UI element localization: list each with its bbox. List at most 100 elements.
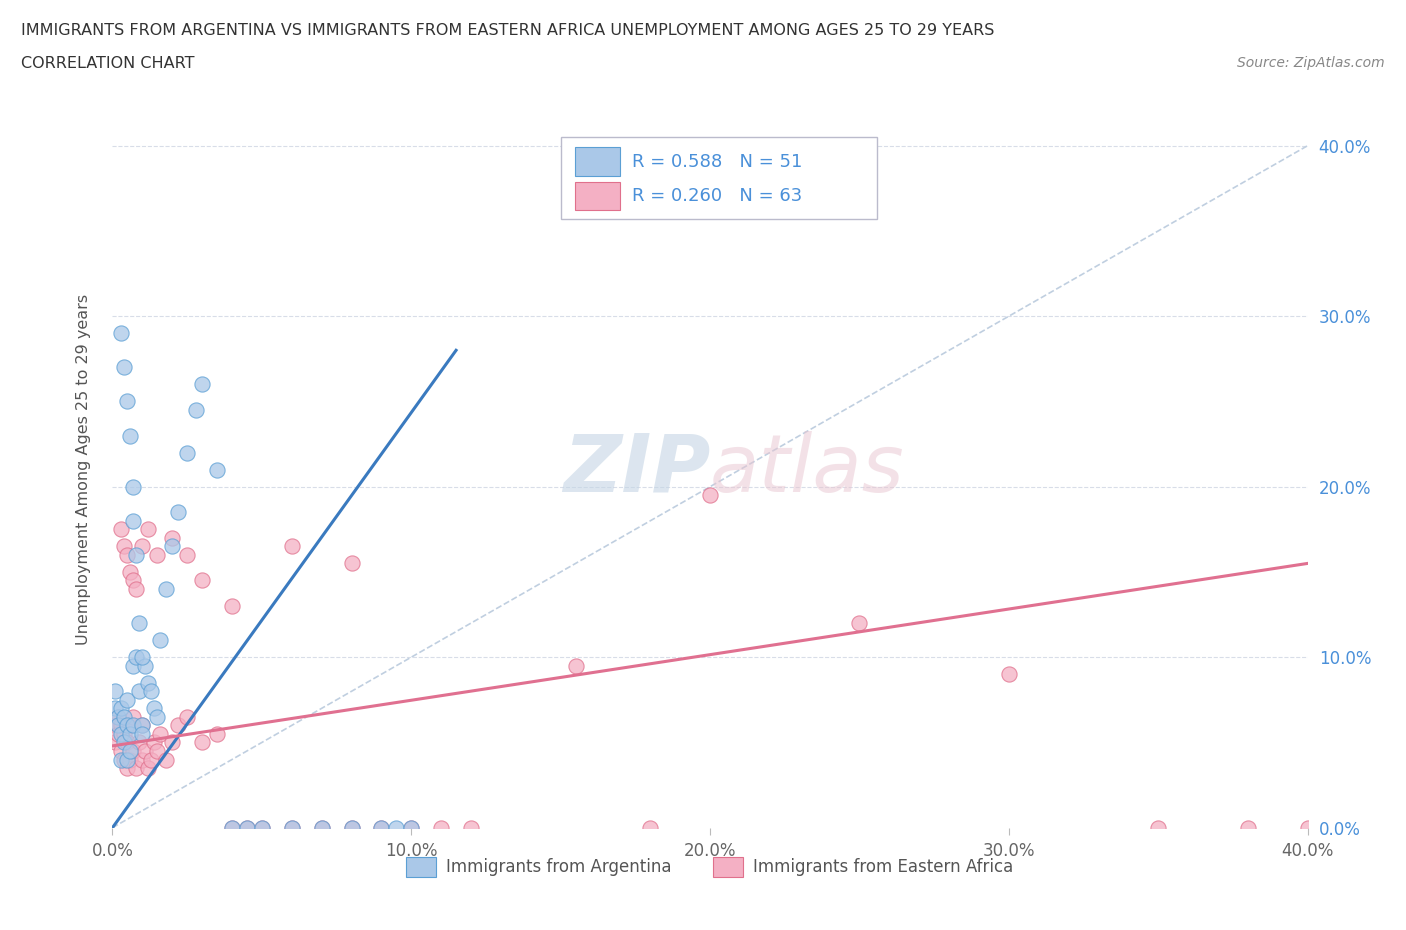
Point [120, 565, 142, 579]
Point [191, 377, 214, 392]
Point [186, 403, 208, 418]
Point [699, 487, 721, 502]
Text: IMMIGRANTS FROM ARGENTINA VS IMMIGRANTS FROM EASTERN AFRICA UNEMPLOYMENT AMONG A: IMMIGRANTS FROM ARGENTINA VS IMMIGRANTS … [21, 23, 994, 38]
Text: R = 0.588   N = 51: R = 0.588 N = 51 [633, 153, 803, 171]
Point [114, 752, 135, 767]
Point [107, 710, 129, 724]
Point [122, 710, 145, 724]
Point [176, 548, 198, 563]
Point [311, 820, 333, 835]
Point [110, 326, 132, 340]
Point [104, 701, 127, 716]
Point [131, 752, 153, 767]
Point [104, 684, 127, 698]
Point [162, 735, 183, 750]
Point [125, 581, 148, 596]
Point [131, 650, 153, 665]
Point [205, 726, 228, 741]
Point [110, 744, 132, 759]
Point [250, 820, 273, 835]
Point [107, 726, 129, 741]
Point [110, 522, 132, 537]
Point [117, 735, 139, 750]
Point [340, 556, 363, 571]
Point [401, 820, 423, 835]
Point [110, 701, 132, 716]
Point [125, 548, 148, 563]
Point [149, 726, 172, 741]
Y-axis label: Unemployment Among Ages 25 to 29 years: Unemployment Among Ages 25 to 29 years [76, 294, 91, 645]
Point [131, 718, 153, 733]
Point [122, 573, 145, 588]
Point [155, 581, 177, 596]
Point [340, 820, 363, 835]
Point [114, 726, 135, 741]
Point [1237, 820, 1260, 835]
Point [236, 820, 259, 835]
Point [128, 735, 150, 750]
Point [110, 752, 132, 767]
Point [128, 684, 150, 698]
Point [117, 761, 139, 776]
Point [281, 820, 304, 835]
Point [125, 761, 148, 776]
Text: Source: ZipAtlas.com: Source: ZipAtlas.com [1237, 56, 1385, 70]
Point [120, 726, 142, 741]
Point [114, 710, 135, 724]
Point [191, 573, 214, 588]
Point [162, 530, 183, 545]
Point [122, 658, 145, 673]
Point [281, 820, 304, 835]
Point [250, 820, 273, 835]
Point [146, 744, 169, 759]
Point [176, 710, 198, 724]
Point [162, 539, 183, 554]
Point [141, 752, 163, 767]
Point [138, 675, 160, 690]
Point [221, 820, 243, 835]
Point [640, 820, 662, 835]
Point [149, 632, 172, 647]
Point [155, 752, 177, 767]
Point [141, 684, 163, 698]
Point [167, 505, 190, 520]
Point [134, 744, 156, 759]
Point [564, 658, 586, 673]
Point [122, 718, 145, 733]
Point [191, 735, 214, 750]
Text: CORRELATION CHART: CORRELATION CHART [21, 56, 194, 71]
Point [167, 718, 190, 733]
Point [311, 820, 333, 835]
Point [176, 445, 198, 460]
Point [998, 667, 1021, 682]
Point [114, 539, 135, 554]
Point [134, 658, 156, 673]
Point [370, 820, 392, 835]
Point [1147, 820, 1170, 835]
Point [110, 726, 132, 741]
Legend: Immigrants from Argentina, Immigrants from Eastern Africa: Immigrants from Argentina, Immigrants fr… [399, 850, 1021, 883]
Point [131, 718, 153, 733]
Point [107, 710, 129, 724]
Bar [575, 148, 620, 176]
Point [236, 820, 259, 835]
Point [117, 692, 139, 708]
Point [125, 650, 148, 665]
Point [117, 718, 139, 733]
Point [131, 539, 153, 554]
Point [120, 752, 142, 767]
Point [143, 735, 166, 750]
Point [114, 360, 135, 375]
Point [401, 820, 423, 835]
Point [117, 548, 139, 563]
Point [120, 718, 142, 733]
Point [221, 820, 243, 835]
Point [114, 735, 135, 750]
Point [110, 718, 132, 733]
Point [104, 718, 127, 733]
Point [120, 428, 142, 443]
Point [122, 513, 145, 528]
Point [146, 548, 169, 563]
Text: R = 0.260   N = 63: R = 0.260 N = 63 [633, 187, 803, 206]
Point [122, 479, 145, 494]
